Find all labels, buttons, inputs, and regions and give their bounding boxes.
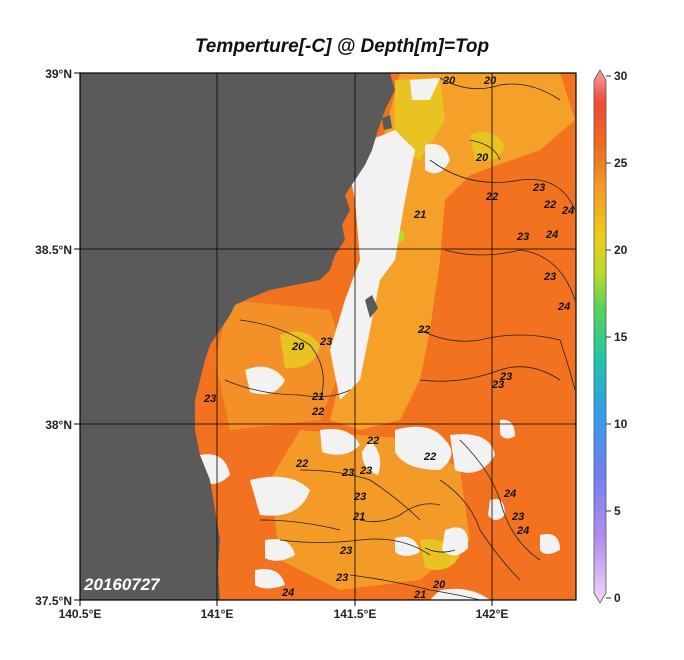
- contour-label: 23: [319, 336, 332, 348]
- contour-label: 22: [295, 458, 308, 470]
- colorbar-tick-label: 10: [614, 417, 628, 431]
- colorbar-tick-label: 30: [614, 69, 628, 83]
- contour-label: 21: [413, 589, 426, 601]
- contour-label: 24: [281, 587, 294, 599]
- frame-ticks: [74, 72, 493, 606]
- island-2: [382, 115, 392, 130]
- colorbar-tick-label: 0: [614, 591, 621, 605]
- contour-label: 22: [311, 406, 324, 418]
- contour-label: 22: [366, 435, 379, 447]
- contour-label: 23: [499, 371, 512, 383]
- contour-label: 23: [341, 467, 354, 479]
- lat-label-38: 38°N: [45, 418, 72, 432]
- contour-label: 24: [545, 229, 558, 241]
- contour-labels: 20 20 21 22 23 23 22 24 23 24 23 24 22 2…: [203, 75, 574, 601]
- contour-label: 24: [516, 525, 529, 537]
- contour-label: 21: [352, 511, 365, 523]
- date-stamp: 20160727: [83, 575, 161, 594]
- contour-label: 23: [532, 182, 545, 194]
- sea-mid-area-2: [215, 300, 345, 430]
- contour-label: 23: [353, 491, 366, 503]
- contour-label: 24: [557, 301, 570, 313]
- contour-label: 24: [561, 205, 574, 217]
- lat-label-38-5: 38.5°N: [35, 243, 72, 257]
- colorbar: 30 25 20 15 10 5 0: [593, 69, 628, 605]
- lon-label-141: 141°E: [201, 607, 234, 621]
- contour-label: 20: [432, 579, 446, 591]
- contour-label: 22: [543, 199, 556, 211]
- colorbar-tick-label: 5: [614, 504, 621, 518]
- contour-label: 21: [413, 209, 426, 221]
- lat-label-37-5: 37.5°N: [35, 594, 72, 608]
- contour-label: 23: [359, 465, 372, 477]
- contour-label: 23: [491, 379, 504, 391]
- sea-cool-area: [395, 78, 445, 160]
- lon-label-140-5: 140.5°E: [59, 607, 102, 621]
- sea-cool-area-3: [280, 331, 320, 369]
- contour-label: 20: [483, 75, 497, 87]
- contour-label: 23: [203, 393, 216, 405]
- contour-label: 23: [543, 271, 556, 283]
- contour-label: 22: [417, 324, 430, 336]
- island: [365, 295, 378, 318]
- colorbar-tick-label: 25: [614, 156, 628, 170]
- contour-label: 23: [335, 572, 348, 584]
- no-data-patches: [200, 78, 560, 600]
- colorbar-tick-label: 20: [614, 243, 628, 257]
- contour-label: 21: [311, 391, 324, 403]
- graticule: [80, 73, 576, 600]
- lon-label-142: 142°E: [476, 607, 509, 621]
- colorbar-tick-label: 15: [614, 330, 628, 344]
- contour-label: 23: [339, 545, 352, 557]
- contour-label: 23: [516, 231, 529, 243]
- land-mass: [80, 73, 395, 600]
- colorbar-scale: [593, 69, 607, 604]
- contour-label: 24: [503, 488, 516, 500]
- sea-mid-area-3: [270, 430, 470, 590]
- contour-label: 23: [511, 511, 524, 523]
- map-frame: [79, 72, 577, 601]
- contour-label: 20: [291, 341, 305, 353]
- contour-label: 22: [485, 191, 498, 203]
- contour-label: 20: [442, 75, 456, 87]
- contour-label: 20: [475, 152, 489, 164]
- contour-lines: [224, 77, 576, 600]
- odv-credit: Ocean Data View: [580, 523, 590, 596]
- map-title: Temperture[-C] @ Depth[m]=Top: [194, 36, 490, 57]
- map-field: 20 20 21 22 23 23 22 24 23 24 23 24 22 2…: [80, 73, 590, 601]
- contour-label: 22: [423, 451, 436, 463]
- lon-label-141-5: 141.5°E: [334, 607, 377, 621]
- lat-label-39: 39°N: [45, 67, 72, 81]
